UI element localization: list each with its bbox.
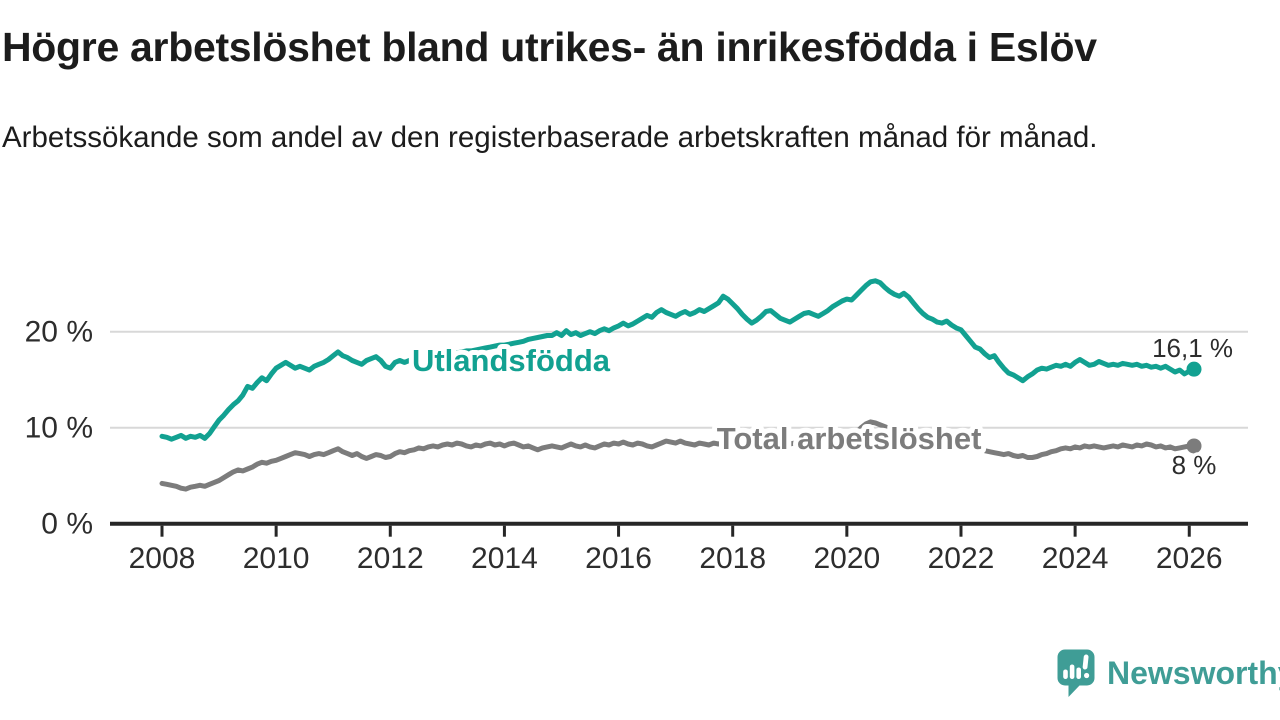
series-line-total — [159, 419, 1197, 492]
newsworthy-brand-text: Newsworthy — [1107, 655, 1280, 691]
series-line-utlandsfodda — [159, 278, 1197, 442]
y-tick-label-10: 10 % — [25, 412, 93, 445]
y-tick-label-20: 20 % — [25, 316, 93, 349]
newsworthy-logo[interactable]: Newsworthy — [1056, 648, 1280, 698]
x-tick-label-2014: 2014 — [471, 542, 538, 575]
y-tick-label-0: 0 % — [41, 508, 93, 541]
series-end-dot-utlandsfodda — [1186, 361, 1202, 377]
series-label-total: Total arbetslöshet — [717, 421, 982, 456]
chart-subtitle: Arbetssökande som andel av den registerb… — [2, 121, 1098, 154]
series-label-utlandsfodda: Utlandsfödda — [412, 343, 611, 378]
x-tick-label-2022: 2022 — [928, 542, 995, 575]
x-tick-label-2026: 2026 — [1156, 542, 1223, 575]
x-tick-label-2012: 2012 — [357, 542, 424, 575]
newsworthy-logo-icon — [1057, 649, 1095, 697]
x-tick-label-2018: 2018 — [699, 542, 766, 575]
series-end-value-total: 8 % — [1172, 450, 1217, 480]
series-end-dot-total — [1186, 438, 1202, 454]
x-tick-label-2020: 2020 — [813, 542, 880, 575]
x-tick-label-2016: 2016 — [585, 542, 652, 575]
line-chart: 2008 2010 2012 2014 2016 2018 2020 2022 2024 2026… — [25, 278, 1248, 575]
x-tick-label-2024: 2024 — [1042, 542, 1109, 575]
series-end-value-utlandsfodda: 16,1 % — [1152, 333, 1233, 363]
chart-title: Högre arbetslöshet bland utrikes- än inr… — [2, 24, 1097, 70]
x-tick-label-2010: 2010 — [243, 542, 310, 575]
x-tick-label-2008: 2008 — [129, 542, 196, 575]
